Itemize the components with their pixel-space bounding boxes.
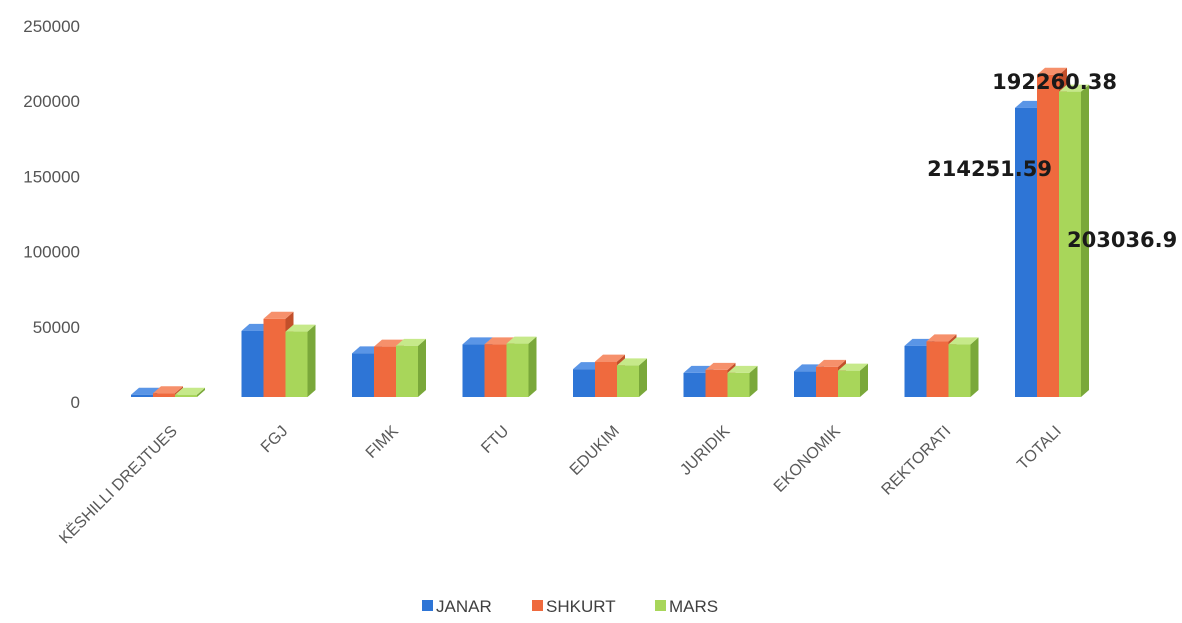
x-tick-label: EDUKIM [567,423,623,479]
y-tick-label: 200000 [23,92,80,111]
legend: JANAR SHKURT MARS [422,597,718,616]
x-tick-label: FIMK [363,423,402,462]
bar [838,363,868,397]
data-label: 214251.59 [927,157,1052,181]
bar [396,338,426,397]
legend-swatch [655,600,666,611]
x-tick-label: REKTORATI [879,423,955,499]
y-tick-label: 100000 [23,243,80,262]
data-label: 192260.38 [992,70,1117,94]
data-label: 203036.9 [1067,228,1177,252]
x-axis-labels: KËSHILLI DREJTUES FGJ FIMK FTU EDUKIM JURIDIK… [56,422,1065,547]
bar [506,336,537,397]
bar [1059,84,1089,397]
y-tick-label: 250000 [23,17,80,36]
legend-label: SHKURT [546,597,616,616]
y-tick-label: 0 [71,393,80,412]
data-labels: 192260.38 214251.59 203036.9 [927,70,1177,252]
legend-label: MARS [669,597,718,616]
x-tick-label: FGJ [258,423,291,456]
x-tick-label: KËSHILLI DREJTUES [56,422,181,547]
bar [285,324,316,397]
bar [617,358,647,397]
x-tick-label: FTU [478,423,512,457]
legend-swatch [422,600,433,611]
y-tick-label: 50000 [33,318,80,337]
bar [175,387,205,397]
x-tick-label: EKONOMIK [771,423,844,496]
bars [131,67,1089,397]
x-tick-label: TOTALI [1014,423,1065,474]
y-tick-label: 150000 [23,167,80,186]
bar [948,337,979,397]
legend-label: JANAR [436,597,492,616]
y-axis: 0 50000 100000 150000 200000 250000 [23,17,80,412]
x-tick-label: JURIDIK [677,423,733,479]
bar [727,365,758,397]
legend-swatch [532,600,543,611]
